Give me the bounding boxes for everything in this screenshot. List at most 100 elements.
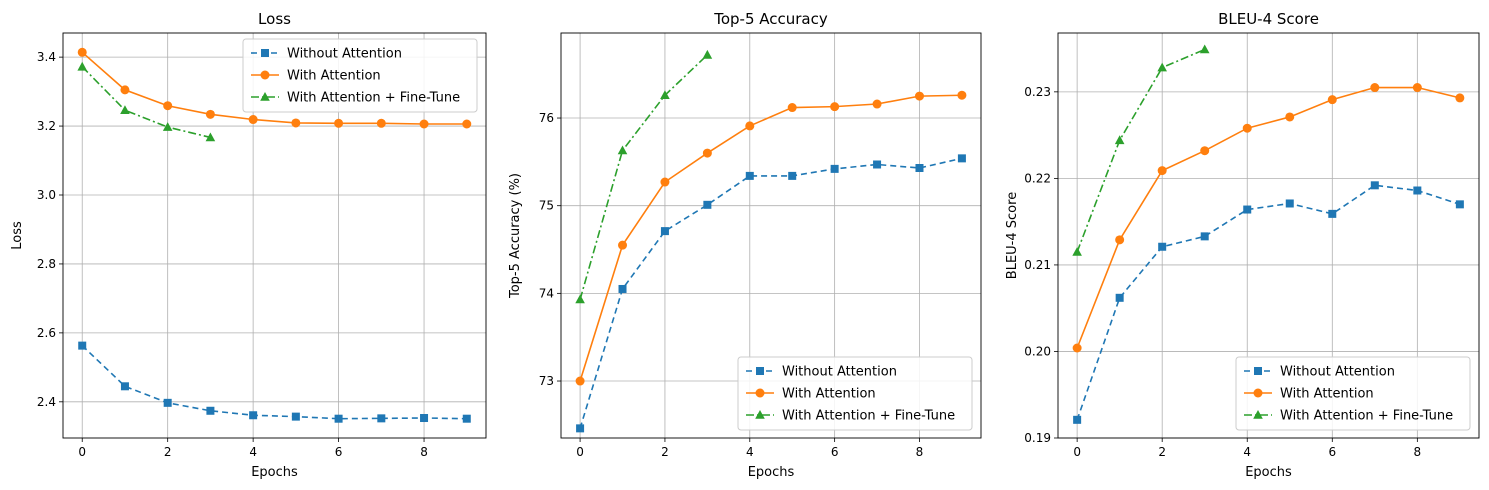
x-axis-label: Epochs [1245,465,1292,480]
x-tick-label: 0 [1073,445,1081,459]
x-tick-label: 8 [916,445,924,459]
data-point-without [745,171,754,180]
y-tick-label: 0.22 [1024,171,1051,185]
chart-title: Loss [258,10,291,28]
subplot-1: 0 2 4 6 8 2.4 2.6 2.8 3.0 3.2 3.4 Loss Epochs Loss Wit… [10,10,487,480]
legend-label: With Attention + Fine-Tune [782,409,955,424]
data-point-without [1455,200,1464,209]
y-axis-label: BLEU-4 Score [1005,192,1020,279]
legend-box [737,356,973,431]
y-tick-label: 74 [539,286,554,300]
legend-label: Without Attention [782,365,897,380]
series-line-without [579,157,963,429]
series-line-finetune [1076,48,1206,253]
data-point-without [618,284,627,293]
data-point-with [1157,166,1167,176]
data-point-without [830,164,839,173]
y-tick-label: 2.4 [37,395,56,409]
data-point-without [120,382,129,391]
data-point-without [915,164,924,172]
data-point-with [163,101,173,111]
legend-marker-finetune [755,410,765,419]
data-point-with [618,240,628,250]
legend-label: With Attention + Fine-Tune [1280,409,1453,424]
data-point-finetune [660,90,670,100]
data-point-with [334,118,344,128]
legend-label: Without Attention [1280,365,1395,380]
legend-box [1235,356,1471,431]
data-point-without [1243,205,1252,214]
data-point-with [376,118,386,128]
data-point-with [914,91,924,101]
data-point-without [1328,209,1337,218]
data-point-finetune [205,132,216,142]
y-tick-label: 2.8 [37,257,56,271]
data-point-with [462,119,472,129]
data-point-with [1412,83,1422,93]
x-tick-label: 8 [420,445,428,459]
data-point-without [788,171,797,180]
x-tick-label: 4 [746,445,754,459]
data-point-without [703,200,712,209]
data-point-without [576,424,585,433]
data-point-finetune [120,105,130,115]
data-point-without [1285,199,1294,208]
y-tick-label: 0.23 [1024,85,1051,99]
data-point-with [830,102,840,112]
x-tick-label: 2 [661,445,669,459]
y-tick-label: 2.6 [37,326,56,340]
data-point-without [957,154,966,163]
series-line-finetune [579,54,708,300]
data-point-without [249,411,258,420]
y-tick-label: 73 [539,374,554,388]
data-point-with [1072,343,1082,353]
x-tick-label: 6 [1328,445,1336,459]
x-axis-label: Epochs [251,465,298,480]
legend-marker-finetune [260,92,270,101]
y-tick-label: 0.20 [1024,344,1051,358]
data-point-finetune [1072,246,1082,256]
data-point-finetune [77,61,88,71]
data-point-without [1200,232,1209,241]
data-point-with [575,376,585,386]
data-point-with [77,47,87,57]
legend-box [242,38,478,113]
y-axis-label: Loss [10,221,25,250]
data-point-finetune [575,294,585,304]
data-point-with [1455,93,1465,103]
data-point-without [420,414,429,423]
data-point-without [1158,242,1167,251]
legend-label: Without Attention [287,47,402,62]
x-tick-label: 4 [1243,445,1251,459]
x-tick-label: 2 [1158,445,1166,459]
data-point-with [419,119,429,129]
data-point-with [660,177,670,187]
data-point-without [462,414,471,423]
legend-label: With Attention [287,69,381,84]
axes-frame [62,32,487,439]
data-point-with [1242,123,1252,133]
data-point-with [1327,95,1337,105]
data-point-without [1370,181,1379,190]
data-point-without [660,227,669,236]
y-tick-label: 0.19 [1024,431,1051,445]
y-tick-label: 3.4 [37,50,56,64]
series-line-with [1076,86,1461,349]
y-axis-label: Top-5 Accuracy (%) [508,173,523,299]
data-point-with [1285,112,1295,122]
y-tick-label: 76 [539,111,554,125]
data-point-with [205,109,215,119]
legend-marker-without [261,49,269,57]
data-point-with [957,90,967,100]
y-tick-label: 0.21 [1024,258,1051,272]
chart-title: BLEU-4 Score [1218,10,1319,28]
x-tick-label: 0 [78,445,86,459]
data-point-with [872,99,882,109]
series-line-without [1076,184,1461,421]
axes-frame [1057,32,1480,439]
data-point-with [1370,83,1380,93]
series-line-finetune [81,66,211,139]
series-line-with [81,51,467,125]
subplot-3: 0 2 4 6 8 0.19 0.20 0.21 0.22 0.23 BLEU-4 Score Epo… [1005,10,1480,480]
x-axis-label: Epochs [748,465,795,480]
